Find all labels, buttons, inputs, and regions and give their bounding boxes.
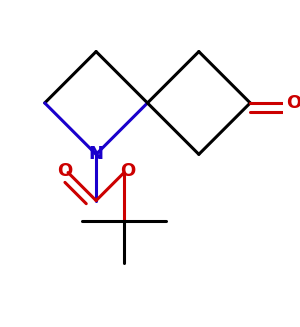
Text: N: N — [88, 145, 104, 163]
Text: O: O — [57, 162, 72, 180]
Text: O: O — [120, 162, 135, 180]
Text: O: O — [286, 94, 300, 112]
